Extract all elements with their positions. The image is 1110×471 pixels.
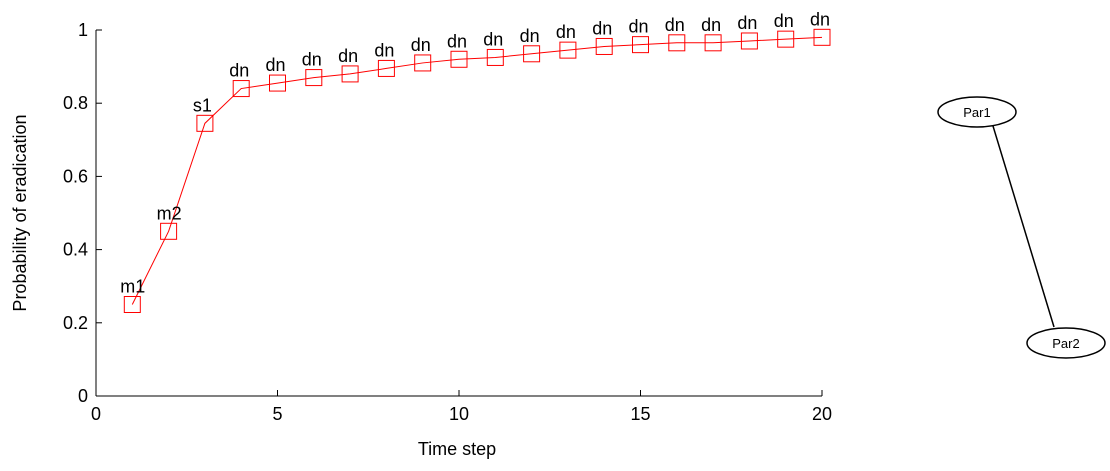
point-label: dn [447,31,467,51]
point-label: dn [701,15,721,35]
y-tick-label: 1 [78,20,88,40]
point-label: dn [556,22,576,42]
point-label: s1 [193,95,212,115]
point-marker [595,37,613,55]
point-marker [704,34,722,52]
point-marker [196,114,214,132]
y-tick-label: 0 [78,386,88,406]
point-label: dn [592,18,612,38]
point-marker [813,28,831,46]
x-tick-label: 20 [812,404,832,424]
point-marker [632,36,649,54]
point-label: dn [266,55,286,75]
point-label: dn [629,17,649,37]
point-label: dn [774,11,794,31]
point-label: dn [411,35,431,55]
point-marker [777,30,795,48]
point-label: dn [810,9,830,29]
point-label: dn [229,61,249,81]
y-tick-label: 0.2 [63,313,88,333]
point-label: dn [338,46,358,66]
point-marker [341,65,359,83]
point-label: m2 [157,203,182,223]
point-marker [740,32,758,50]
point-label: dn [302,50,322,70]
y-tick-label: 0.6 [63,166,88,186]
point-marker [377,59,395,77]
point-marker [305,69,323,87]
point-marker [232,80,250,98]
point-marker [123,296,141,313]
node [1026,327,1106,359]
x-tick-label: 15 [630,404,650,424]
point-label: m1 [120,277,145,297]
node-label: Par2 [1052,336,1079,351]
series-line [131,36,823,305]
point-label: dn [520,26,540,46]
point-marker [414,54,432,72]
y-tick-label: 0.4 [63,240,88,260]
point-label: dn [737,13,757,33]
x-tick-label: 0 [91,404,101,424]
x-tick-label: 10 [449,404,469,424]
point-label: dn [374,40,394,60]
point-marker [269,74,286,92]
x-tick-label: 5 [272,404,282,424]
y-axis-label: Probability of eradication [10,114,30,311]
point-marker [486,48,504,66]
point-marker [523,45,541,63]
edge [992,125,1055,328]
point-marker [160,222,178,240]
node [937,96,1017,128]
y-tick-label: 0.8 [63,93,88,113]
x-axis-label: Time step [418,439,496,459]
point-marker [668,34,686,52]
point-marker [559,41,577,59]
node-label: Par1 [963,105,990,120]
point-label: dn [665,15,685,35]
point-marker [450,50,468,68]
point-label: dn [483,29,503,49]
